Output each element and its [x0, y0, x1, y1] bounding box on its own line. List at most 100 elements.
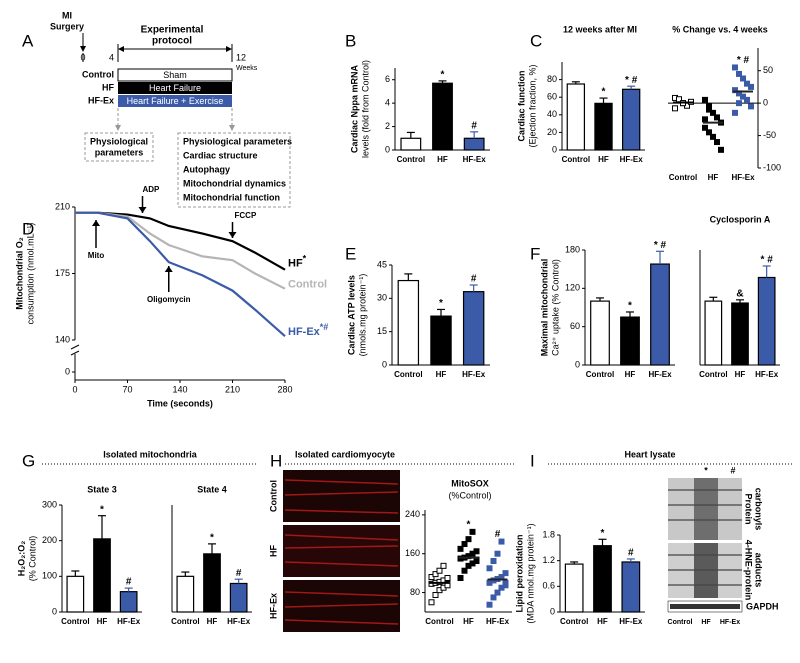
outcome: Autophagy	[183, 164, 230, 174]
data-point	[461, 541, 468, 547]
y-tick-label: 0.6	[542, 581, 555, 591]
data-point	[710, 133, 716, 140]
panel-label: H	[270, 451, 282, 470]
x-tick-label: HF-Ex	[462, 370, 486, 379]
bar	[432, 82, 453, 151]
x-tick-label: HF-Ex	[463, 155, 487, 164]
significance: #	[126, 577, 132, 588]
blot-bands	[668, 489, 742, 586]
x-tick-label: HF	[735, 370, 746, 379]
bar	[704, 300, 723, 366]
panel-label: E	[345, 244, 356, 263]
x-tick-label: Control	[61, 617, 89, 626]
significance: * #	[654, 240, 667, 251]
y-tick-label: 80	[410, 587, 420, 597]
y-tick-label: 100	[42, 571, 57, 581]
event-arrow-head	[138, 207, 147, 213]
data-point	[732, 87, 738, 94]
blot-lane	[694, 478, 718, 540]
data-point	[714, 139, 720, 146]
x-tick-label: HF	[437, 155, 448, 164]
week-label: 12	[236, 52, 246, 62]
data-point	[440, 562, 447, 569]
bar	[176, 575, 195, 613]
x-tick-label: HF	[463, 617, 474, 626]
panel-label: I	[530, 451, 535, 470]
bar	[621, 561, 641, 613]
band-label: 4-HNE-protein	[744, 540, 754, 601]
event-arrow-head	[164, 266, 173, 272]
significance: #	[471, 120, 477, 131]
data-point	[732, 109, 738, 116]
data-point	[461, 567, 468, 574]
y-tick-label: 0	[575, 359, 580, 369]
y-tick-label: 300	[42, 499, 57, 509]
data-point	[702, 116, 708, 123]
band-label: Protein	[744, 493, 754, 524]
week-label: 4	[109, 52, 114, 62]
outcome: Mitochondrial dynamics	[183, 178, 286, 188]
section-title: Heart lysate	[624, 449, 675, 459]
x-tick-label: HF	[598, 155, 609, 164]
protocol-diagram: MI Surgery Experimental protocol 0 4 12 …	[50, 10, 292, 208]
y-axis-label: Cardiac function	[516, 70, 526, 141]
bar	[66, 575, 85, 613]
y-tick-label: 40	[547, 109, 557, 119]
y-tick-label: 0	[552, 144, 557, 154]
bar	[229, 582, 248, 613]
group-label: HF-Ex	[88, 95, 114, 105]
y-axis-label: (MDA nmol.mg protein⁻¹)	[525, 523, 535, 623]
y-tick-label: 20	[547, 127, 557, 137]
data-point	[502, 570, 509, 577]
y-tick-label: 4	[385, 98, 390, 108]
x-tick-label: Control	[171, 617, 199, 626]
significance: *	[628, 301, 632, 312]
data-point	[457, 545, 464, 552]
outcome: Physiological parameters	[183, 136, 292, 146]
event-label: Mito	[88, 251, 105, 260]
section-title: Isolated cardiomyocyte	[295, 449, 395, 459]
western-blot: * # Protein carbonyls 4-HNE-protein addu…	[668, 465, 779, 625]
y-tick-label: 30	[377, 293, 387, 303]
outcome: Physiological	[90, 136, 148, 146]
data-point	[465, 536, 472, 543]
bar	[621, 88, 641, 151]
event-label: FCCP	[235, 211, 257, 220]
significance: &	[736, 288, 743, 299]
outcome: Cardiac structure	[183, 150, 258, 160]
bar	[757, 276, 776, 366]
y-tick-label: 0	[550, 606, 555, 616]
data-point	[740, 93, 746, 100]
x-tick-label: Control	[425, 617, 453, 626]
x-axis-label: Time (seconds)	[147, 398, 213, 408]
y-tick-label: 140	[55, 334, 70, 344]
chart-subtitle: (%Control)	[448, 490, 491, 500]
series-suffix: *	[303, 254, 307, 264]
arm-box	[118, 95, 232, 107]
micrographs: Control HF HF-Ex	[268, 470, 400, 632]
arm-box	[117, 68, 233, 82]
significance: *	[210, 533, 214, 544]
data-point	[494, 589, 501, 596]
event-label: Oligomycin	[147, 295, 191, 304]
significance: * #	[737, 55, 750, 66]
x-tick-label: HF-Ex	[227, 617, 251, 626]
chart-title: State 4	[197, 484, 227, 494]
x-tick-label: HF-Ex	[486, 617, 510, 626]
event-arrow-head	[228, 232, 237, 238]
data-point	[494, 550, 501, 557]
outcome-box	[177, 132, 291, 208]
y-axis-label: (nmols.mg protein⁻¹)	[357, 274, 367, 357]
series-label: HF*	[288, 254, 307, 270]
event-label: ADP	[143, 185, 161, 194]
y-axis-label: (% Control)	[27, 536, 37, 582]
significance: *	[439, 298, 443, 309]
line-series	[75, 211, 286, 338]
significance: *	[601, 528, 605, 539]
data-point	[748, 103, 754, 110]
y-tick-label: 6	[385, 74, 390, 84]
chart-title: % Change vs. 4 weeks	[672, 24, 768, 34]
series-name: HF-Ex	[288, 326, 321, 338]
y-tick-label: 80	[547, 74, 557, 84]
band-label: carbonyls	[754, 488, 764, 531]
